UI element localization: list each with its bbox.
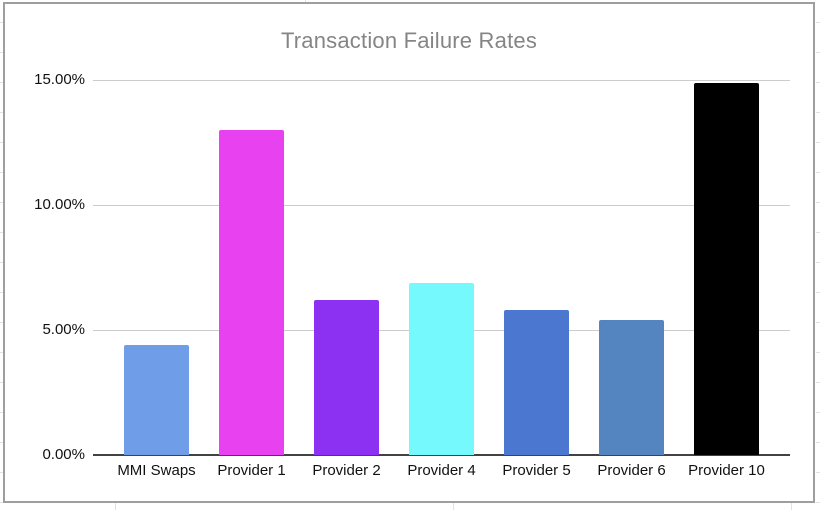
- y-axis-tick-label: 5.00%: [42, 321, 85, 338]
- bar-provider-2[interactable]: [314, 300, 379, 455]
- bar-slot: [584, 320, 679, 455]
- bar-provider-10[interactable]: [694, 82, 759, 455]
- bar-slot: [394, 282, 489, 455]
- sheet-gridline: [791, 503, 792, 510]
- x-axis-category-label: Provider 5: [502, 462, 571, 479]
- bar-slot: [299, 300, 394, 455]
- sheet-gridline: [453, 503, 454, 510]
- bar-slot: [679, 82, 774, 455]
- bars-row: [93, 80, 790, 455]
- chart-frame[interactable]: Transaction Failure Rates 0.00% 5.00% 10.0…: [3, 2, 815, 503]
- x-axis-category-label: Provider 1: [217, 462, 286, 479]
- x-axis-category-label: Provider 4: [407, 462, 476, 479]
- x-axis-category-label: Provider 10: [688, 462, 765, 479]
- bar-provider-1[interactable]: [219, 130, 284, 455]
- bar-provider-5[interactable]: [504, 310, 569, 455]
- sheet-gridline: [305, 0, 306, 2]
- bar-slot: [204, 130, 299, 455]
- gridline: [93, 80, 790, 81]
- x-axis-line: [93, 454, 790, 456]
- y-axis-tick-label: 0.00%: [42, 446, 85, 463]
- x-axis-category-label: Provider 2: [312, 462, 381, 479]
- gridline: [93, 205, 790, 206]
- bar-provider-4[interactable]: [409, 282, 474, 455]
- y-axis-tick-label: 10.00%: [34, 196, 85, 213]
- x-axis-category-label: Provider 6: [597, 462, 666, 479]
- chart-title: Transaction Failure Rates: [280, 28, 538, 53]
- bar-mmi-swaps[interactable]: [124, 345, 189, 455]
- y-axis-tick-label: 15.00%: [34, 71, 85, 88]
- bar-slot: [109, 345, 204, 455]
- sheet-gridlines-left: [0, 0, 4, 510]
- x-axis-labels-row: MMI Swaps Provider 1 Provider 2 Provider 4 P…: [93, 462, 790, 482]
- sheet-gridlines-right: [816, 0, 820, 510]
- bar-slot: [489, 310, 584, 455]
- sheet-gridline: [115, 503, 116, 510]
- x-axis-category-label: MMI Swaps: [117, 462, 196, 479]
- bar-provider-6[interactable]: [599, 320, 664, 455]
